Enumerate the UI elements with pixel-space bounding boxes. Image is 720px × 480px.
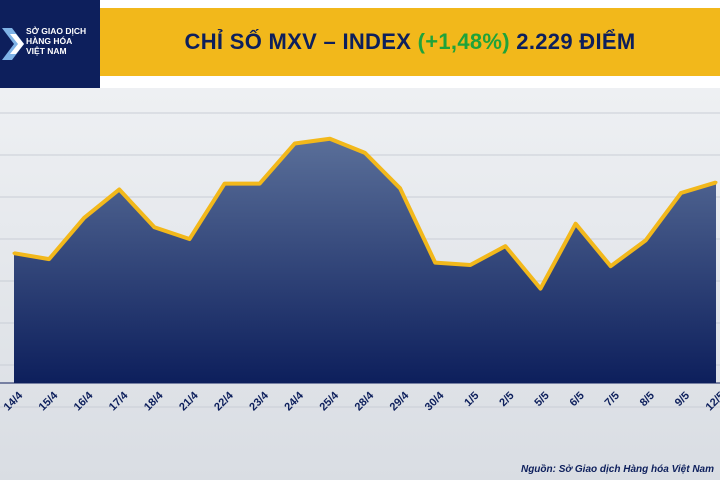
data-point [468,263,472,267]
data-point [503,244,507,248]
title-value: 2.229 ĐIỂM [509,29,636,54]
data-point [258,182,262,186]
data-point [82,216,86,220]
data-point [328,137,332,141]
data-point [12,251,16,255]
logo-line-2: HÀNG HÓA [26,36,73,46]
data-point [609,264,613,268]
data-point [714,180,718,184]
area-fill [14,138,716,383]
data-point [539,287,542,291]
data-point [188,237,191,241]
data-point [293,141,297,145]
title-prefix: CHỈ SỐ MXV – INDEX [184,29,418,54]
source-note: Nguồn: Sở Giao dịch Hàng hóa Việt Nam [520,464,714,475]
data-point [574,222,578,226]
title-bar: CHỈ SỐ MXV – INDEX (+1,48%) 2.229 ĐIỂM [100,8,720,76]
logo-line-1: SỞ GIAO DỊCH [26,26,87,36]
data-point [152,225,156,229]
data-point [644,238,648,242]
chart-title: CHỈ SỐ MXV – INDEX (+1,48%) 2.229 ĐIỂM [185,29,636,55]
plot-area: 14/4 15/4 16/4 17/4 18/4 21/4 22/4 23/4 24/4 25/4… [0,88,720,480]
data-point [47,257,51,261]
chevron-logo-icon [2,28,24,60]
data-point [363,151,367,155]
logo-text: SỞ GIAO DỊCH HÀNG HÓA VIỆT NAM [26,26,98,56]
area-series [0,136,720,384]
exchange-logo: SỞ GIAO DỊCH HÀNG HÓA VIỆT NAM [0,0,100,88]
index-chart: 14/4 15/4 16/4 17/4 18/4 21/4 22/4 23/4 24/4 25/4… [0,88,720,480]
data-point [679,191,683,195]
data-point [433,261,437,265]
logo-line-3: VIỆT NAM [26,46,67,56]
data-point [398,186,402,190]
data-point [117,187,121,191]
title-change: (+1,48%) [417,29,510,54]
data-point [223,182,227,186]
header-banner: SỞ GIAO DỊCH HÀNG HÓA VIỆT NAM CHỈ SỐ MX… [0,0,720,88]
